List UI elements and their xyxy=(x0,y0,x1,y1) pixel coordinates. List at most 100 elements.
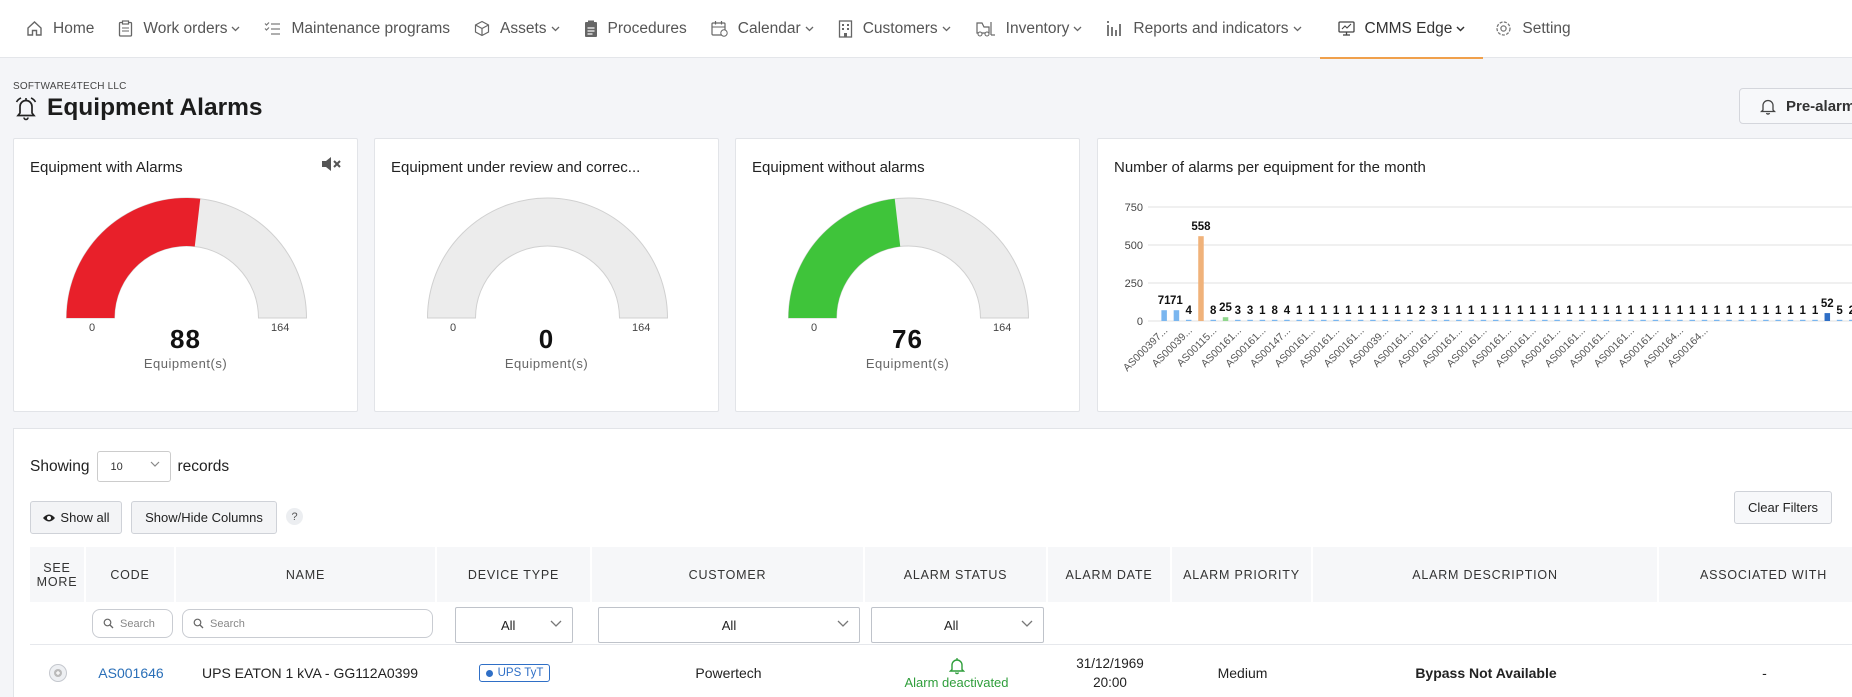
chart-bar xyxy=(1284,319,1290,321)
bar-data-label: 1 xyxy=(1517,305,1524,317)
bar-data-label: 1 xyxy=(1628,305,1635,317)
y-tick-label: 500 xyxy=(1125,240,1143,252)
bar-data-label: 1 xyxy=(1714,305,1721,317)
nav-setting[interactable]: Setting xyxy=(1483,0,1582,58)
alarm-status-filter-value: All xyxy=(944,617,959,633)
card-title: Equipment under review and correc... xyxy=(391,159,641,176)
nav-cmms-edge[interactable]: CMMS Edge xyxy=(1319,0,1484,59)
gauge-unit-label: Equipment(s) xyxy=(143,356,228,371)
gauge-min: 0 xyxy=(811,322,818,334)
gauge-fill xyxy=(66,198,201,318)
chevron-down-icon xyxy=(550,620,562,627)
chart-bar xyxy=(1222,317,1229,321)
chart-bar xyxy=(1775,319,1781,321)
bar-data-label: 1 xyxy=(1456,305,1463,317)
page-title-text: Equipment Alarms xyxy=(47,94,263,121)
bar-data-label: 1 xyxy=(1505,305,1512,317)
col-alarm-date[interactable]: ALARM DATE xyxy=(1048,547,1172,602)
mute-icon[interactable] xyxy=(320,155,342,173)
gauge-max: 164 xyxy=(632,322,651,334)
name-search-input[interactable]: Search xyxy=(182,609,433,638)
nav-inventory[interactable]: Inventory xyxy=(963,0,1095,58)
forklift-icon xyxy=(976,22,995,37)
nav-reports[interactable]: Reports and indicators xyxy=(1094,0,1313,58)
expand-row-button[interactable] xyxy=(30,647,86,697)
card-alarms-per-equipment: Number of alarms per equipment for the m… xyxy=(1097,138,1852,412)
code-search-input[interactable]: Search xyxy=(92,609,173,638)
nav-customers[interactable]: Customers xyxy=(826,0,963,58)
equipment-code-link[interactable]: AS001646 xyxy=(98,665,164,681)
y-tick-label: 750 xyxy=(1125,202,1143,214)
col-code[interactable]: CODE xyxy=(86,547,176,602)
chart-bar xyxy=(1505,319,1511,321)
checklist-icon xyxy=(265,22,281,35)
procedure-icon xyxy=(584,20,597,37)
chart-bar xyxy=(1185,319,1192,321)
chart-bar xyxy=(1799,319,1806,321)
col-alarm-description[interactable]: ALARM DESCRIPTION xyxy=(1313,547,1659,602)
bar-data-label: 1 xyxy=(1480,305,1487,317)
nav-procedures[interactable]: Procedures xyxy=(572,0,699,58)
nav-home[interactable]: Home xyxy=(14,0,106,58)
chart-bar xyxy=(1382,319,1388,321)
showing-label: Showing xyxy=(30,457,90,475)
nav-calendar[interactable]: Calendar xyxy=(699,0,826,58)
bell-icon xyxy=(948,657,965,674)
company-name: SOFTWARE4TECH LLC xyxy=(13,81,127,92)
page-size-control: Showing 10 records xyxy=(30,451,229,482)
col-alarm-status[interactable]: ALARM STATUS xyxy=(865,547,1048,602)
nav-inventory-label: Inventory xyxy=(1005,19,1070,37)
bar-data-label: 25 xyxy=(1219,302,1232,314)
chart-bar xyxy=(1394,319,1401,321)
bar-data-label: 1 xyxy=(1677,305,1684,317)
page-size-value: 10 xyxy=(110,460,123,473)
chart-bar xyxy=(1652,319,1659,321)
customer-filter[interactable]: All xyxy=(598,607,860,643)
alarms-table-panel: Showing 10 records Show all Show/Hide Co… xyxy=(13,428,1852,697)
col-name[interactable]: NAME xyxy=(176,547,437,602)
gauge-track xyxy=(426,197,669,319)
help-icon[interactable]: ? xyxy=(286,508,303,525)
chart-bar xyxy=(1640,319,1646,321)
bar-data-label: 1 xyxy=(1357,305,1364,317)
alarm-status-cell: Alarm deactivated xyxy=(865,647,1048,697)
col-customer[interactable]: CUSTOMER xyxy=(592,547,865,602)
device-type-filter[interactable]: All xyxy=(455,607,573,643)
nav-assets[interactable]: Assets xyxy=(462,0,572,58)
chart-bar xyxy=(1517,319,1524,321)
bar-data-label: 4 xyxy=(1185,305,1192,317)
bar-data-label: 1 xyxy=(1750,305,1757,317)
col-alarm-priority[interactable]: ALARM PRIORITY xyxy=(1172,547,1313,602)
show-hide-columns-button[interactable]: Show/Hide Columns xyxy=(131,501,277,534)
nav-work-orders-label: Work orders xyxy=(143,19,228,37)
nav-customers-label: Customers xyxy=(862,19,938,37)
cube-icon xyxy=(474,20,490,37)
page-size-select[interactable]: 10 xyxy=(97,451,172,482)
clear-filters-button[interactable]: Clear Filters xyxy=(1734,491,1832,524)
chart-bar xyxy=(1578,319,1585,321)
chart-bar xyxy=(1787,319,1794,321)
gauge-value: 76 xyxy=(892,324,923,354)
bar-data-label: 4 xyxy=(1284,305,1291,317)
table-header-row: SEE MORE CODE NAME DEVICE TYPE CUSTOMER … xyxy=(30,547,1852,602)
chart-bar xyxy=(1345,319,1352,321)
nav-cmms-edge-label: CMMS Edge xyxy=(1364,19,1453,37)
chart-bar xyxy=(1726,319,1732,321)
page-title: Equipment Alarms xyxy=(13,94,263,122)
chart-bar xyxy=(1468,319,1474,321)
alarm-status-filter[interactable]: All xyxy=(871,607,1044,643)
show-all-button[interactable]: Show all xyxy=(30,501,122,534)
gauge-value: 0 xyxy=(538,324,555,354)
chart-bar xyxy=(1763,319,1769,321)
chart-bar xyxy=(1836,319,1843,321)
y-tick-label: 250 xyxy=(1125,278,1143,290)
pre-alarms-button[interactable]: Pre-alarms xyxy=(1739,88,1852,124)
col-see-more[interactable]: SEE MORE xyxy=(30,547,86,602)
table-row[interactable]: AS001646 UPS EATON 1 kVA - GG112A0399 UP… xyxy=(30,647,1852,697)
bar-data-label: 1 xyxy=(1763,305,1770,317)
nav-maintenance-programs[interactable]: Maintenance programs xyxy=(252,0,462,58)
col-device-type[interactable]: DEVICE TYPE xyxy=(437,547,592,602)
nav-work-orders[interactable]: Work orders xyxy=(106,0,252,58)
col-associated-with[interactable]: ASSOCIATED WITH xyxy=(1659,547,1852,602)
